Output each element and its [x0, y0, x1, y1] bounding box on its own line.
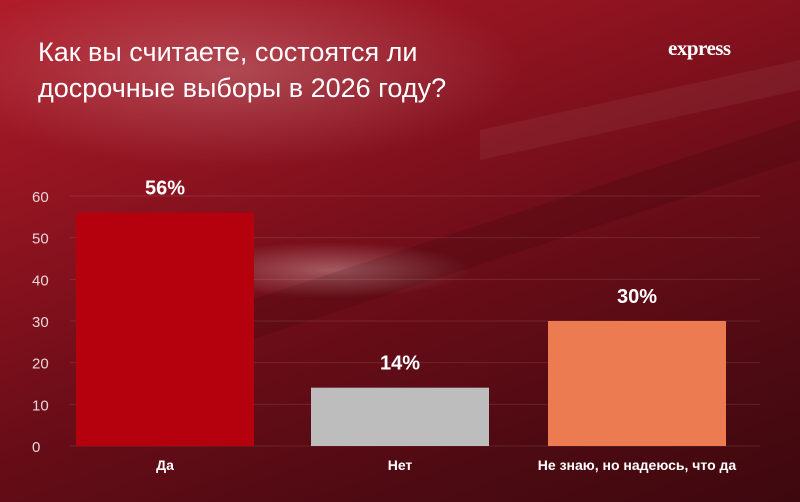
- y-tick-label: 40: [32, 272, 49, 289]
- y-tick-label: 30: [32, 314, 49, 331]
- y-tick-label: 20: [32, 356, 49, 373]
- y-tick-label: 50: [32, 231, 49, 248]
- category-label: Нет: [388, 457, 413, 473]
- category-label: Да: [156, 457, 174, 473]
- bar-2: [311, 387, 489, 446]
- value-label: 30%: [617, 286, 657, 308]
- value-label: 14%: [380, 353, 420, 375]
- y-tick-label: 60: [32, 189, 49, 206]
- category-label: Не знаю, но надеюсь, что да: [538, 457, 737, 473]
- y-tick-label: 10: [32, 397, 49, 414]
- bar-1: [76, 212, 254, 446]
- express-logo: express: [668, 36, 731, 60]
- y-tick-label: 0: [32, 439, 40, 456]
- page-title: Как вы считаете, состоятся ли досрочные …: [38, 37, 447, 103]
- bar-3: [548, 321, 726, 446]
- value-label: 56%: [145, 178, 185, 200]
